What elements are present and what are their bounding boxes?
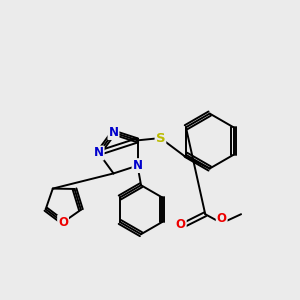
- Text: N: N: [94, 146, 103, 160]
- Text: N: N: [133, 159, 142, 172]
- Text: O: O: [58, 216, 68, 229]
- Text: O: O: [176, 218, 186, 231]
- Text: N: N: [109, 126, 118, 139]
- Text: O: O: [217, 212, 227, 225]
- Text: S: S: [156, 132, 165, 145]
